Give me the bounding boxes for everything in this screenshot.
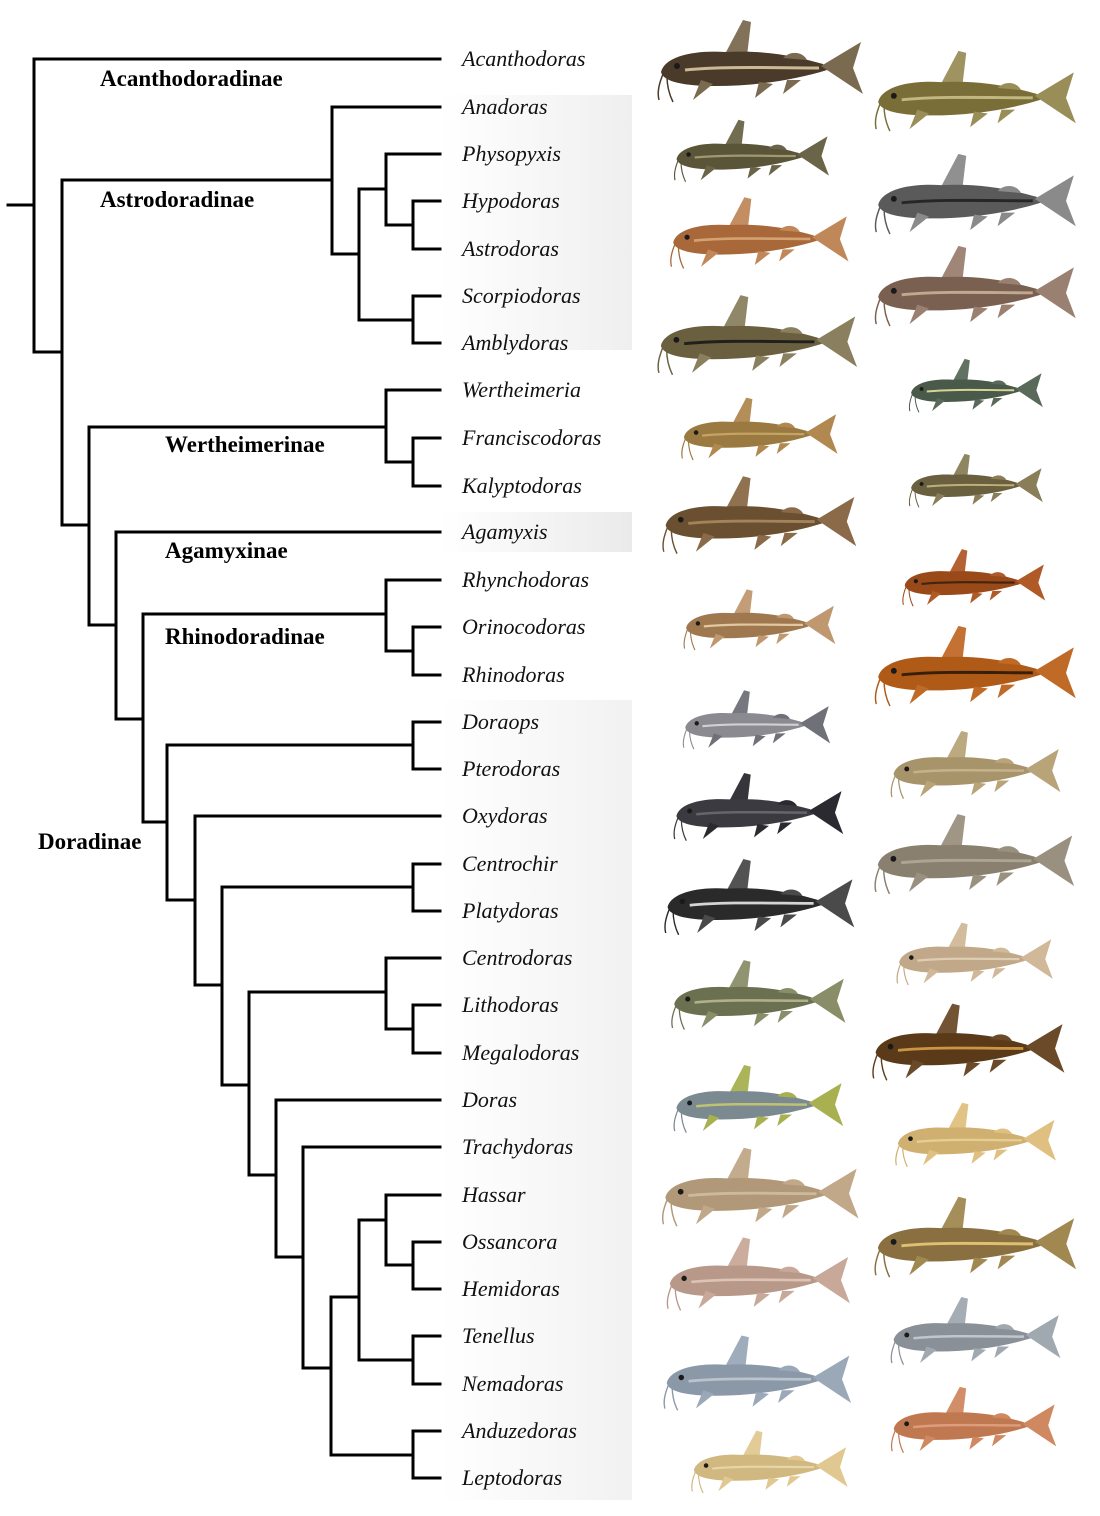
- genus-label: Pterodoras: [462, 756, 561, 781]
- genus-label: Acanthodoras: [462, 46, 586, 71]
- fish-photo-doraops: [682, 690, 831, 750]
- genus-label: Ossancora: [462, 1229, 558, 1254]
- fish-photo-orinocodoras: [683, 589, 836, 651]
- genus-label: Leptodoras: [462, 1465, 563, 1490]
- fish-photo-leptodoras: [691, 1430, 848, 1494]
- genus-label: Centrochir: [462, 851, 558, 876]
- fish-photo-anduzedoras: [890, 1386, 1057, 1454]
- genus-label: Platydoras: [462, 898, 559, 923]
- fish-photo-acanthodoras: [657, 20, 863, 103]
- genus-label: Astrodoras: [462, 236, 559, 261]
- genus-label: Rhynchodoras: [462, 567, 590, 592]
- genus-label: Hemidoras: [462, 1276, 560, 1301]
- fish-photo-oxydoras: [673, 772, 844, 841]
- genus-label: Trachydoras: [462, 1134, 574, 1159]
- subfamily-astrodoradinae-label: Astrodoradinae: [100, 187, 255, 212]
- subfamily-doradinae-label: Doradinae: [38, 829, 142, 854]
- shade-band-agamyxinae: [440, 512, 632, 552]
- fish-photo-amblydoras: [657, 295, 858, 376]
- genus-label: Megalodoras: [462, 1040, 580, 1065]
- genus-label: Scorpiodoras: [462, 283, 581, 308]
- fish-photo-hassar: [661, 1147, 859, 1227]
- fish-photo-trachydoras: [895, 1102, 1057, 1168]
- fish-photo-rhynchodoras: [902, 549, 1046, 607]
- fish-photo-agamyxis: [662, 476, 857, 554]
- fish-photo-megalodoras: [872, 1003, 1065, 1081]
- shade-band-doradinae: [440, 700, 632, 1500]
- genus-label: Doraops: [462, 709, 540, 734]
- genus-label: Anduzedoras: [462, 1418, 577, 1443]
- subfamily-agamyxinae-label: Agamyxinae: [165, 538, 288, 563]
- fish-photo-hemidoras: [666, 1237, 850, 1311]
- fish-photo-tenellus: [890, 1296, 1061, 1365]
- subfamily-wertheimerinae-label: Wertheimerinae: [165, 432, 325, 457]
- genus-label: Kalyptodoras: [462, 473, 582, 498]
- fish-photo-franciscodoras: [681, 397, 838, 461]
- genus-label: Anadoras: [462, 94, 548, 119]
- genus-label: Nemadoras: [462, 1371, 564, 1396]
- fish-photo-hypodoras: [874, 153, 1076, 235]
- genus-label: Rhinodoras: [462, 662, 565, 687]
- genus-label: Lithodoras: [462, 992, 559, 1017]
- genus-label: Physopyxis: [462, 141, 561, 166]
- genus-label: Agamyxis: [462, 519, 548, 544]
- genus-label: Hassar: [462, 1182, 526, 1207]
- genus-label: Centrodoras: [462, 945, 573, 970]
- fish-photo-wertheimeria: [908, 358, 1043, 413]
- fish-photo-physopyxis: [673, 119, 829, 182]
- genus-label: Tenellus: [462, 1323, 535, 1348]
- genus-label: Oxydoras: [462, 803, 548, 828]
- fish-photo-centrodoras: [896, 922, 1053, 986]
- fish-photo-doras: [673, 1064, 844, 1133]
- fish-photo-ossancora: [874, 1196, 1077, 1278]
- fish-photo-rhinodoras: [874, 625, 1076, 707]
- fish-photo-platydoras: [664, 859, 855, 936]
- genus-label: Franciscodoras: [462, 425, 602, 450]
- shade-band-astrodoradinae: [440, 95, 632, 350]
- fish-photo-astrodoras: [670, 197, 849, 269]
- fish-photo-anadoras: [874, 50, 1076, 132]
- fish-photo-lithodoras: [671, 960, 846, 1030]
- genus-label: Hypodoras: [462, 188, 560, 213]
- genus-label: Doras: [462, 1087, 518, 1112]
- subfamily-acanthodoradinae-label: Acanthodoradinae: [100, 66, 283, 91]
- genus-label: Wertheimeria: [462, 377, 581, 402]
- fish-photo-pterodoras: [890, 730, 1061, 799]
- fish-photo-scorpiodoras: [874, 245, 1076, 327]
- fish-photo-centrochir: [874, 814, 1075, 895]
- genus-label: Amblydoras: [462, 330, 569, 355]
- fish-photo-nemadoras: [663, 1335, 852, 1411]
- subfamily-rhinodoradinae-label: Rhinodoradinae: [165, 624, 325, 649]
- fish-photo-kalyptodoras: [908, 453, 1043, 508]
- genus-label: Orinocodoras: [462, 614, 586, 639]
